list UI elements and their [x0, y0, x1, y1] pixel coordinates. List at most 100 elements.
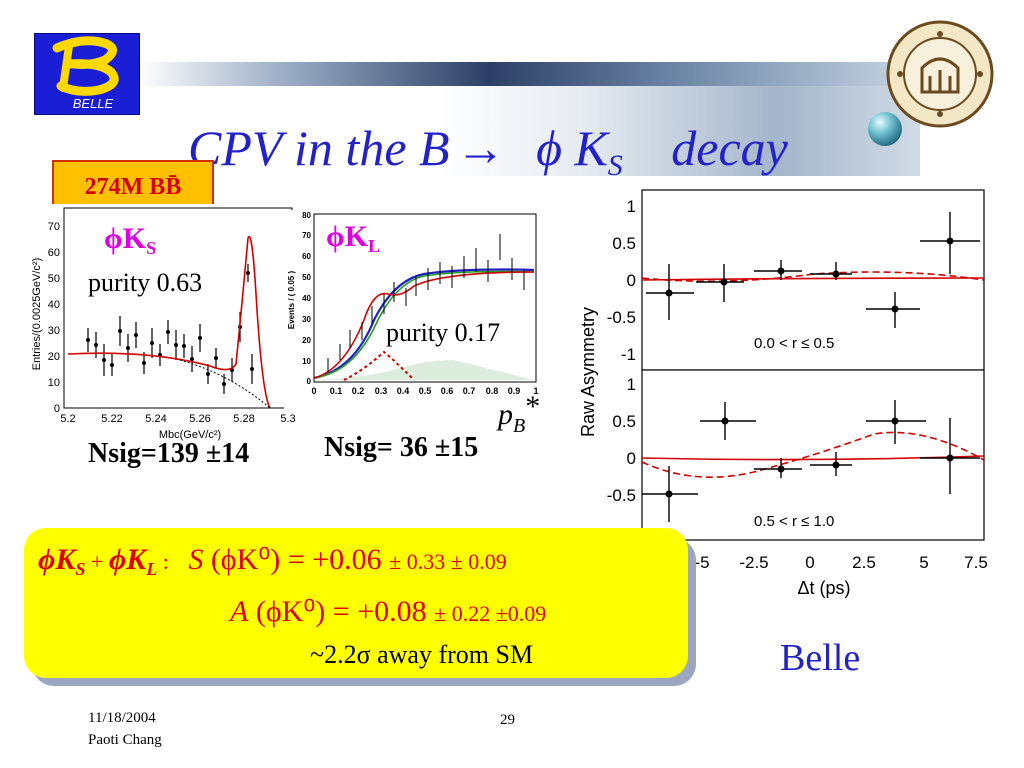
x-tick: 5.28	[233, 413, 254, 425]
x-tick: 7.5	[964, 553, 988, 572]
title-main: CPV in the B	[188, 120, 450, 176]
asym-top-fit-solid	[641, 277, 985, 281]
header-gradient-shade	[440, 86, 920, 176]
y-tick: 1	[627, 197, 636, 216]
x-tick: 0.4	[397, 386, 410, 396]
title-decay: decay	[671, 120, 788, 176]
phikl-data-points	[327, 234, 525, 372]
y-tick: 50	[48, 273, 60, 285]
logo-text: BELLE	[73, 96, 114, 111]
y-tick: 1	[627, 375, 636, 394]
header-gradient-bar	[138, 62, 918, 86]
phiks-xlabel: Mbc(GeV/c²)	[159, 429, 221, 441]
phikl-x-ticks: 0 0.1 0.2 0.3 0.4 0.5 0.6 0.7 0.8 0.9 1	[311, 386, 538, 396]
x-tick: 5	[919, 553, 928, 572]
decorative-sphere	[868, 112, 902, 146]
x-tick: 0	[805, 553, 814, 572]
y-tick: 0	[307, 377, 312, 386]
y-tick: 20	[48, 351, 60, 363]
y-tick: 30	[302, 315, 311, 324]
result-significance: ~2.2σ away from SM	[310, 640, 534, 669]
asym-xlabel: Δt (ps)	[797, 578, 850, 598]
x-tick: 0.1	[330, 386, 343, 396]
y-tick: -0.5	[607, 486, 636, 505]
x-tick: 0.2	[352, 386, 365, 396]
phikl-background-fill	[314, 360, 534, 380]
y-tick: 0	[54, 403, 60, 415]
x-tick: 0.9	[508, 386, 521, 396]
footer-page-number: 29	[500, 712, 515, 728]
slide-title: CPV in the B → ϕ KS decay	[188, 118, 888, 182]
asym-bottom-range-label: 0.5 < r ≤ 1.0	[754, 513, 834, 530]
asym-top-fit-dashed	[641, 271, 985, 282]
asym-top-markers	[665, 237, 954, 313]
title-arrow: →	[455, 120, 506, 176]
y-tick: 50	[302, 273, 311, 282]
asym-ylabel: Raw Asymmetry	[578, 307, 598, 437]
asym-bottom-panel	[641, 369, 985, 541]
x-tick: -5	[694, 553, 709, 572]
y-tick: 0	[627, 449, 636, 468]
result-line-s: ϕKS + ϕKL : S (ϕK⁰) = +0.06 ± 0.33 ± 0.0…	[38, 543, 507, 579]
asym-bottom-markers	[665, 417, 954, 498]
asym-x-ticks: -5 -2.5 0 2.5 5 7.5	[694, 553, 987, 572]
asym-top-range-label: 0.0 < r ≤ 0.5	[754, 335, 834, 352]
phikl-pb-plot: 0 10 20 30 40 50 60 70 80 0 0.1 0.2 0.3 …	[284, 210, 546, 410]
phiks-nsig: Nsig=139 ±14	[88, 438, 250, 469]
asym-top-y-ticks: 1 0.5 0 -0.5 -1	[607, 197, 636, 364]
phiks-data-markers	[86, 271, 254, 386]
y-tick: 10	[302, 357, 311, 366]
asym-bottom-fit-dashed	[641, 431, 985, 478]
y-tick: 70	[48, 221, 60, 233]
y-tick: 40	[302, 294, 311, 303]
phikl-xlabel: pB*	[498, 390, 541, 437]
footer-date: 11/18/2004	[88, 710, 156, 726]
x-tick: -2.5	[739, 553, 768, 572]
x-tick: 0.7	[463, 386, 476, 396]
phikl-ylabel: Events / ( 0.05 )	[287, 271, 296, 330]
title-subscript: S	[607, 149, 623, 182]
phikl-bg-fit	[313, 270, 535, 379]
asym-bottom-y-ticks: 1 0.5 0 -0.5	[607, 375, 636, 505]
y-tick: -1	[621, 345, 636, 364]
y-tick: 0.5	[612, 234, 636, 253]
phiks-x-ticks: 5.2 5.22 5.24 5.26 5.28 5.3	[60, 413, 295, 425]
y-tick: 60	[302, 252, 311, 261]
x-tick: 0	[311, 386, 316, 396]
x-tick: 0.6	[441, 386, 454, 396]
phiks-mass-plot: 0 10 20 30 40 50 60 70 5.2 5.22 5.24 5.2…	[30, 204, 300, 444]
title-phi-k: ϕ K	[536, 120, 608, 176]
y-tick: 70	[302, 231, 311, 240]
phiks-fit-curve	[67, 235, 271, 409]
phikl-y-ticks: 0 10 20 30 40 50 60 70 80	[302, 211, 311, 386]
x-tick: 5.3	[280, 413, 295, 425]
x-tick: 1	[533, 386, 538, 396]
y-tick: -0.5	[607, 308, 636, 327]
y-tick: 80	[302, 211, 311, 220]
y-tick: 10	[48, 377, 60, 389]
x-tick: 5.24	[145, 413, 166, 425]
x-tick: 0.3	[375, 386, 388, 396]
phikl-signal-fit	[313, 271, 535, 379]
x-tick: 5.2	[60, 413, 75, 425]
university-seal	[886, 20, 994, 128]
x-tick: 0.8	[486, 386, 499, 396]
x-tick: 2.5	[852, 553, 876, 572]
phikl-channel-label: ϕKL	[326, 220, 381, 256]
footer-author: Paoti Chang	[88, 732, 162, 748]
result-box: ϕKS + ϕKL : S (ϕK⁰) = +0.06 ± 0.33 ± 0.0…	[24, 528, 688, 678]
phiks-channel-label: ϕKS	[104, 222, 157, 258]
phikl-purity: purity 0.17	[386, 318, 501, 347]
result-line-a: A (ϕK⁰) = +0.08 ± 0.22 ±0.09	[230, 595, 547, 628]
y-tick: 20	[302, 336, 311, 345]
phikl-total-fit	[313, 268, 535, 380]
y-tick: 0.5	[612, 412, 636, 431]
y-tick: 40	[48, 299, 60, 311]
phiks-purity: purity 0.63	[88, 268, 203, 297]
phiks-y-ticks: 0 10 20 30 40 50 60 70	[48, 221, 60, 415]
x-tick: 5.26	[189, 413, 210, 425]
phikl-signal-dashed	[343, 350, 415, 381]
belle-logo: BELLE	[34, 33, 140, 115]
belle-logo-icon: BELLE	[52, 36, 119, 111]
x-tick: 0.5	[419, 386, 432, 396]
